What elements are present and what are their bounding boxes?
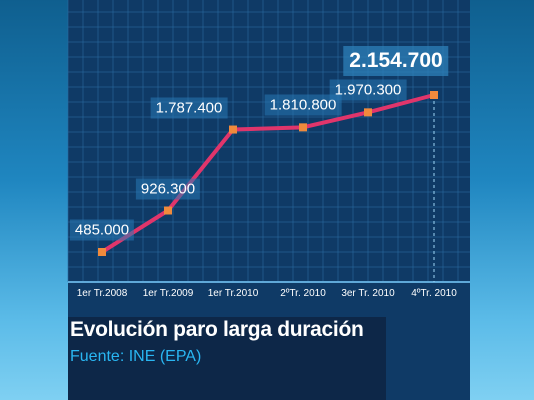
x-tick-label: 1er Tr.2010 xyxy=(207,288,259,299)
chart-title: Evolución paro larga duración xyxy=(70,318,364,341)
data-label: 926.300 xyxy=(135,178,201,199)
x-tick-label: 1er Tr.2008 xyxy=(76,288,128,299)
data-label: 1.810.800 xyxy=(264,94,342,116)
data-point xyxy=(430,91,438,99)
data-label: 1.970.300 xyxy=(329,79,407,101)
data-point xyxy=(299,123,307,132)
data-point xyxy=(364,108,372,117)
title-bar xyxy=(68,317,386,400)
x-tick-label: 4ºTr. 2010 xyxy=(411,288,457,299)
x-tick-label: 3er Tr. 2010 xyxy=(341,288,395,299)
data-point xyxy=(98,248,106,256)
x-tick-label: 2ºTr. 2010 xyxy=(280,288,326,299)
chart-source: Fuente: INE (EPA) xyxy=(70,348,202,365)
data-point xyxy=(229,125,237,134)
data-point xyxy=(164,206,172,215)
data-label: 485.000 xyxy=(69,219,135,241)
series-line xyxy=(100,93,435,254)
x-tick-label: 1er Tr.2009 xyxy=(142,288,194,299)
data-label: 2.154.700 xyxy=(343,46,449,76)
data-label: 1.787.400 xyxy=(150,97,228,119)
